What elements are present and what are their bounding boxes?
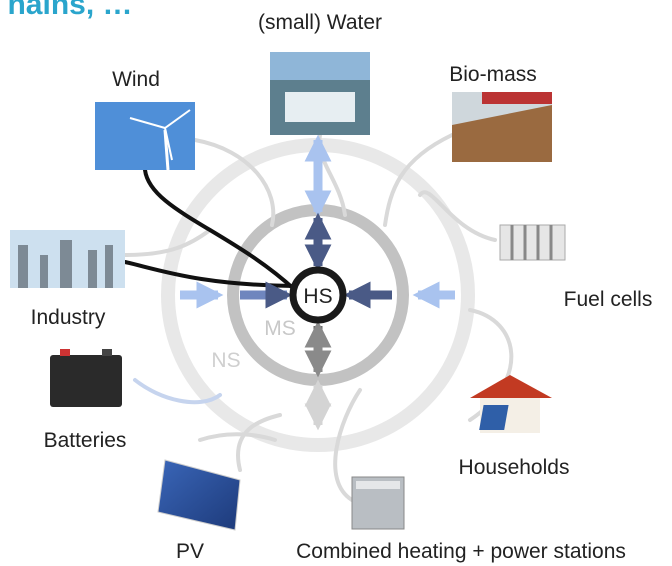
level-label: MS [264, 317, 296, 340]
node-label: Combined heating + power stations [296, 540, 626, 563]
pv-image [157, 459, 241, 531]
arrows [180, 134, 455, 431]
node-label: Wind [112, 68, 160, 91]
node-label: (small) Water [258, 11, 382, 34]
fuelcell-image [499, 224, 566, 261]
wind-image [95, 102, 195, 171]
battery-link [133, 378, 222, 405]
industry-image [10, 230, 125, 288]
connections [123, 133, 514, 502]
node-label: Batteries [44, 429, 127, 452]
node-label: Households [459, 456, 570, 479]
node-label: Bio-mass [449, 63, 537, 86]
battery-image [50, 349, 122, 407]
industry-link [123, 260, 297, 288]
node-label: Fuel cells [564, 288, 653, 311]
node-label: Industry [31, 306, 106, 329]
house-image [470, 375, 552, 433]
level-label: HS [303, 285, 332, 308]
hs-ring [289, 266, 347, 324]
water-image [270, 52, 370, 135]
title: hains, … [7, 0, 132, 21]
chp-image [351, 476, 405, 530]
wind-link [143, 168, 297, 292]
biomass-image [452, 92, 552, 162]
node-label: PV [176, 540, 204, 563]
level-label: NS [211, 349, 240, 372]
